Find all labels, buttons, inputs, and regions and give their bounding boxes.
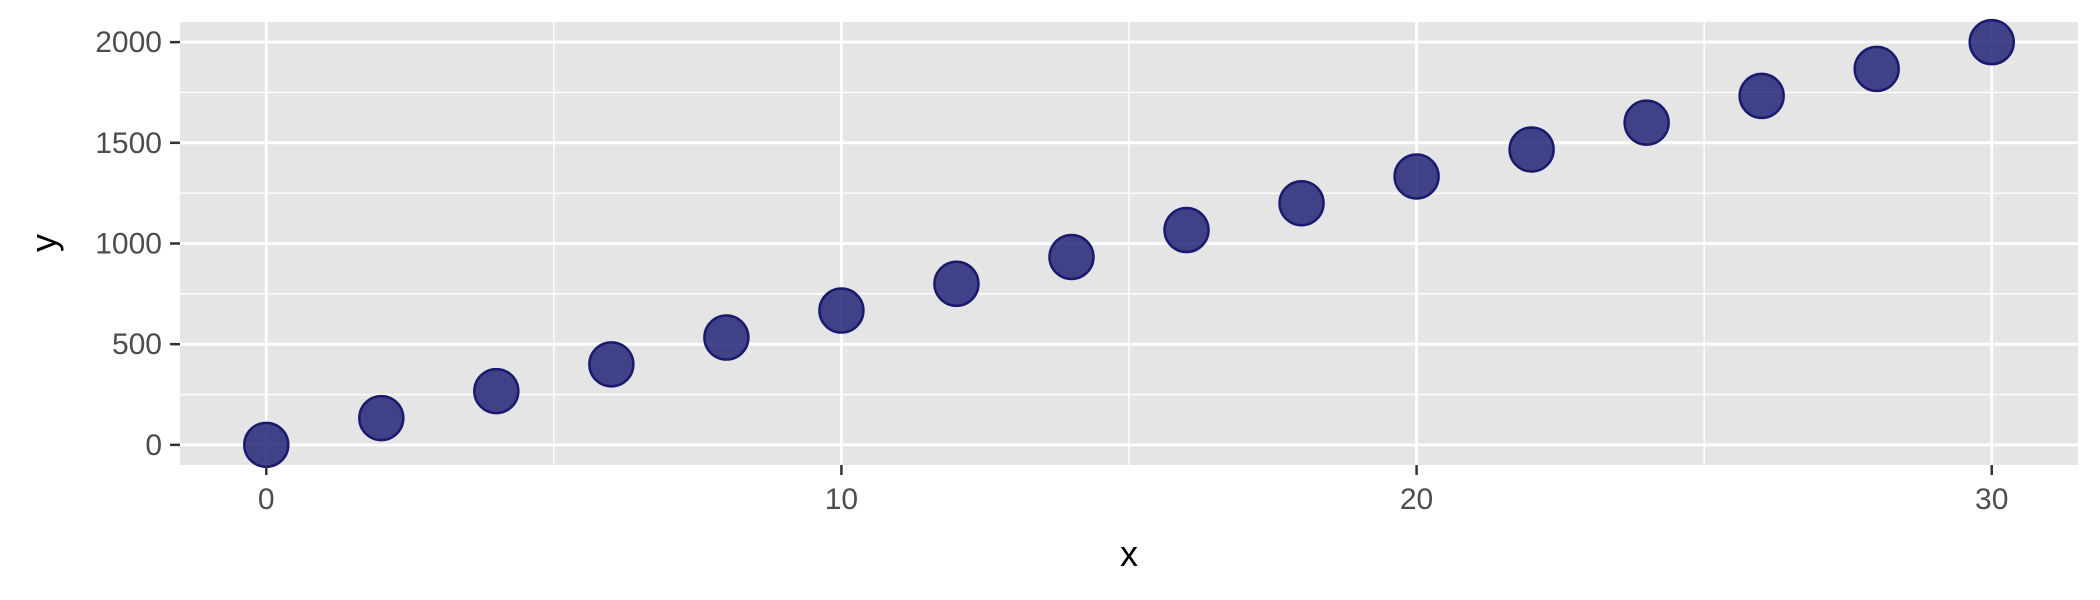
scatter-point <box>1393 153 1440 200</box>
scatter-point <box>933 260 980 308</box>
y-tick-label: 500 <box>112 328 162 361</box>
x-axis: 0 10 20 30 <box>258 465 2008 516</box>
scatter-point <box>1623 99 1670 146</box>
scatter-point <box>1508 126 1555 173</box>
scatter-point <box>703 314 750 361</box>
scatter-point <box>1278 179 1325 227</box>
scatter-point <box>243 421 290 469</box>
grid-major-lines <box>180 22 2078 465</box>
y-tick-label: 2000 <box>95 26 162 59</box>
x-tick-label: 20 <box>1400 483 1433 516</box>
y-axis-title: y <box>23 234 64 252</box>
x-tick-label: 0 <box>258 483 275 516</box>
x-axis-title: x <box>1120 533 1138 574</box>
scatter-point <box>358 394 405 442</box>
scatter-point <box>1163 206 1210 254</box>
y-tick-label: 0 <box>145 429 162 462</box>
data-points <box>243 18 2015 469</box>
scatter-point <box>473 367 520 415</box>
x-tick-label: 10 <box>825 483 858 516</box>
scatter-point <box>588 341 635 388</box>
scatter-point <box>1968 18 2015 66</box>
y-tick-label: 1500 <box>95 127 162 160</box>
scatter-point <box>1853 45 1900 93</box>
y-tick-label: 1000 <box>95 228 162 261</box>
y-axis: 0 500 1000 1500 2000 <box>95 26 180 462</box>
scatter-point <box>818 287 865 334</box>
x-tick-label: 30 <box>1975 483 2008 516</box>
scatter-point <box>1048 233 1095 281</box>
scatter-point <box>1738 72 1785 120</box>
